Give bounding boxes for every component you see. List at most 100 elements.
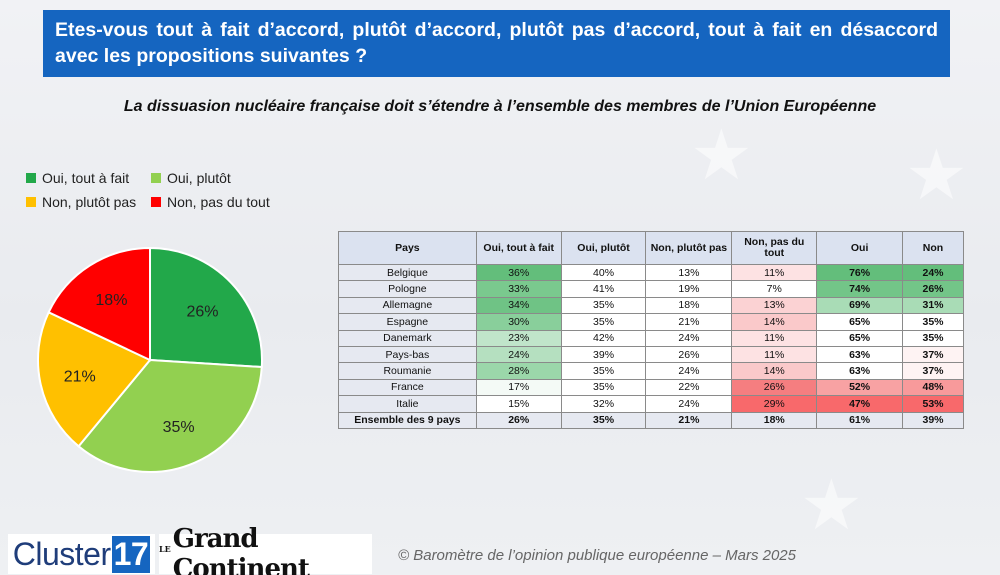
column-header: Oui, plutôt [560, 231, 647, 265]
value-cell: 63% [816, 345, 904, 364]
background-star-icon: ★ [690, 116, 753, 194]
value-cell: 18% [645, 296, 733, 315]
table-row: Belgique 36% 40% 13% 11% 76% 24% [338, 263, 964, 282]
legend-swatch [151, 173, 161, 183]
country-cell: Roumanie [338, 362, 477, 380]
value-cell: 19% [645, 280, 733, 298]
legend-label: Non, pas du tout [167, 194, 270, 210]
value-cell: 24% [645, 362, 733, 380]
value-cell: 11% [731, 345, 818, 364]
logo-number: 17 [111, 535, 151, 573]
value-cell: 34% [475, 296, 562, 315]
value-cell: 7% [731, 280, 818, 298]
value-cell: 22% [645, 378, 733, 397]
table-row: Danemark 23% 42% 24% 11% 65% 35% [338, 329, 964, 347]
value-cell: 65% [816, 329, 904, 347]
value-cell: 11% [731, 329, 818, 347]
pie-chart: 26% 35% 21% 18% [37, 246, 263, 473]
column-header: Oui, tout à fait [475, 231, 562, 265]
pie-slice [47, 246, 151, 362]
logo-text: Grand Continent [172, 524, 310, 575]
legend-swatch [26, 173, 36, 183]
table-row: Espagne 30% 35% 21% 14% 65% 35% [338, 313, 964, 331]
total-value-cell: 21% [645, 411, 733, 429]
table-row: Pays-bas 24% 39% 26% 11% 63% 37% [338, 345, 964, 364]
value-cell: 37% [902, 362, 964, 380]
value-cell: 23% [475, 329, 562, 347]
value-cell: 11% [731, 263, 818, 282]
value-cell: 52% [816, 378, 904, 397]
column-header: Oui [816, 231, 904, 265]
table-row: France 17% 35% 22% 26% 52% 48% [338, 378, 964, 397]
question-header: Etes-vous tout à fait d’accord, plutôt d… [43, 10, 950, 77]
legend-swatch [151, 197, 161, 207]
total-value-cell: 18% [731, 411, 818, 429]
value-cell: 53% [902, 395, 964, 413]
value-cell: 31% [902, 296, 964, 315]
value-cell: 41% [560, 280, 647, 298]
column-header: Non [902, 231, 964, 265]
value-cell: 24% [645, 329, 733, 347]
value-cell: 35% [902, 329, 964, 347]
pie-slice [149, 246, 263, 369]
legend-label: Oui, tout à fait [42, 170, 130, 186]
value-cell: 35% [560, 378, 647, 397]
value-cell: 74% [816, 280, 904, 298]
logo-text: Cluster [12, 535, 111, 572]
country-cell: Danemark [338, 329, 477, 347]
value-cell: 24% [902, 263, 964, 282]
pie-legend: Oui, tout à fait Oui, plutôt Non, plutôt… [26, 170, 326, 210]
table-row: Allemagne 34% 35% 18% 13% 69% 31% [338, 296, 964, 315]
value-cell: 14% [731, 313, 818, 331]
value-cell: 13% [731, 296, 818, 315]
value-cell: 65% [816, 313, 904, 331]
total-value-cell: 26% [475, 411, 562, 429]
column-header: Pays [338, 231, 477, 265]
chart-subtitle: La dissuasion nucléaire française doit s… [123, 98, 877, 115]
pie-slice-label: 18% [95, 292, 127, 309]
value-cell: 48% [902, 378, 964, 397]
table-row: Pologne 33% 41% 19% 7% 74% 26% [338, 280, 964, 298]
total-value-cell: 35% [560, 411, 647, 429]
country-cell: Espagne [338, 313, 477, 331]
value-cell: 47% [816, 395, 904, 413]
value-cell: 76% [816, 263, 904, 282]
value-cell: 40% [560, 263, 647, 282]
value-cell: 17% [475, 378, 562, 397]
value-cell: 35% [560, 362, 647, 380]
value-cell: 69% [816, 296, 904, 315]
value-cell: 26% [645, 345, 733, 364]
value-cell: 42% [560, 329, 647, 347]
legend-label: Non, plutôt pas [42, 194, 137, 210]
table-total-row: Ensemble des 9 pays 26% 35% 21% 18% 61% 39% [338, 411, 964, 429]
value-cell: 26% [902, 280, 964, 298]
table-row: Italie 15% 32% 24% 29% 47% 53% [338, 395, 964, 413]
value-cell: 13% [645, 263, 733, 282]
source-note: © Baromètre de l’opinion publique europé… [398, 547, 796, 564]
column-header: Non, pas du tout [731, 231, 818, 265]
table-body: Belgique 36% 40% 13% 11% 76% 24% Pologne 33% 41% 1… [338, 263, 964, 429]
value-cell: 14% [731, 362, 818, 380]
legend-item-oui-plutot: Oui, plutôt [151, 170, 301, 186]
value-cell: 36% [475, 263, 562, 282]
value-cell: 37% [902, 345, 964, 364]
country-cell: Allemagne [338, 296, 477, 315]
value-cell: 21% [645, 313, 733, 331]
country-cell: Pologne [338, 280, 477, 298]
total-label-cell: Ensemble des 9 pays [338, 411, 477, 429]
country-cell: France [338, 378, 477, 397]
table-header-row: Pays Oui, tout à fait Oui, plutôt Non, p… [338, 231, 964, 265]
value-cell: 33% [475, 280, 562, 298]
pie-slice-label: 35% [163, 419, 195, 436]
legend-item-non-plutot: Non, plutôt pas [26, 194, 151, 210]
value-cell: 24% [475, 345, 562, 364]
legend-label: Oui, plutôt [167, 170, 231, 186]
total-value-cell: 39% [902, 411, 964, 429]
country-cell: Italie [338, 395, 477, 413]
legend-item-oui-tout: Oui, tout à fait [26, 170, 151, 186]
value-cell: 35% [560, 296, 647, 315]
value-cell: 39% [560, 345, 647, 364]
value-cell: 26% [731, 378, 818, 397]
cluster17-logo: Cluster 17 [8, 534, 155, 574]
legend-swatch [26, 197, 36, 207]
